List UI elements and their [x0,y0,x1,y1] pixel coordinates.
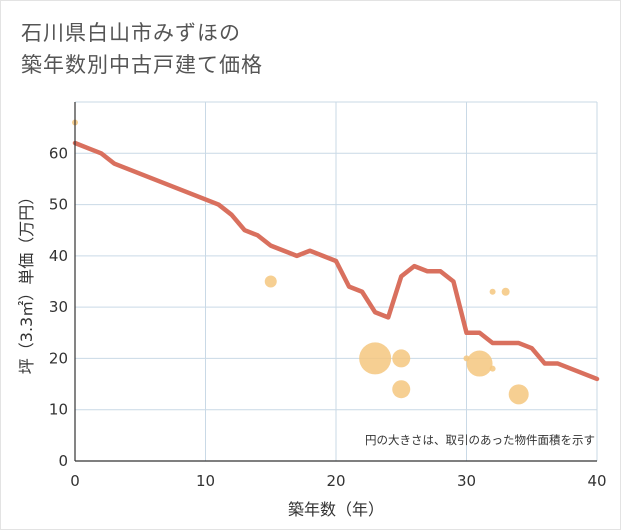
tick-labels: 0 10 20 30 40 0 10 20 30 40 50 60 [49,144,607,490]
chart-title: 石川県白山市みずほの 築年数別中古戸建て価格 [21,17,263,81]
trend-line [72,140,600,382]
y-tick-label: 10 [49,401,68,419]
chart-title-line1: 石川県白山市みずほの [21,21,241,45]
x-tick-label: 10 [196,472,215,490]
bubble-point [501,287,510,296]
x-tick-label: 0 [70,472,80,490]
x-axis-label: 築年数（年） [288,500,384,519]
bubble-series [72,119,529,405]
y-tick-label: 60 [49,144,68,162]
chart-title-line2: 築年数別中古戸建て価格 [21,53,263,77]
bubble-size-note: 円の大きさは、取引のあった物件面積を示す [365,433,595,447]
x-tick-label: 20 [326,472,345,490]
y-tick-label: 40 [49,247,68,265]
trend-line-series [72,140,600,382]
y-tick-label: 0 [58,452,68,470]
bubble-point [489,365,496,372]
bubble-point [489,288,496,295]
y-tick-label: 50 [49,196,68,214]
bubble-point [359,342,392,375]
y-axis-label: 坪（3.3㎡）単価（万円） [17,189,36,374]
bubble-point [264,275,277,288]
grid-lines [74,101,598,462]
bubble-point [392,349,411,368]
axes [74,102,597,462]
x-tick-label: 30 [457,472,476,490]
y-tick-label: 20 [49,349,68,367]
bubble-point [508,384,529,405]
x-tick-label: 40 [587,472,606,490]
y-tick-label: 30 [49,298,68,316]
bubble-point [466,350,493,377]
bubble-point [392,380,411,399]
